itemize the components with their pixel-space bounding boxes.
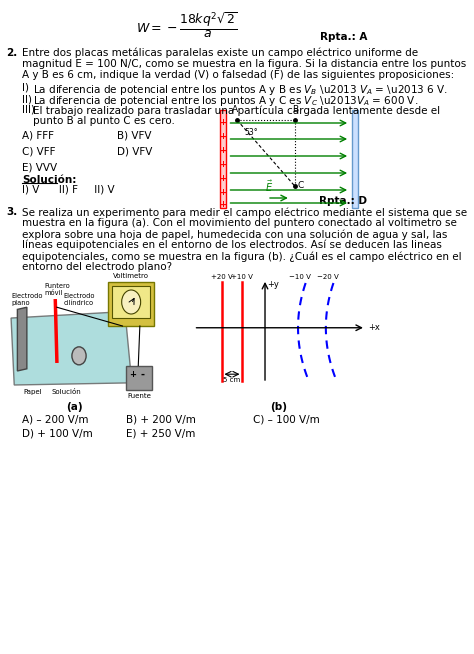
Text: +: + — [219, 132, 226, 141]
Text: B) + 200 V/m: B) + 200 V/m — [127, 415, 196, 425]
Text: +: + — [219, 200, 226, 209]
Text: 3.: 3. — [6, 207, 18, 217]
Bar — [108, 282, 154, 326]
Text: Fuente: Fuente — [127, 392, 151, 398]
Text: Electrodo
cilíndrico: Electrodo cilíndrico — [63, 293, 95, 306]
Text: -: - — [141, 370, 145, 379]
Text: −20 V: −20 V — [317, 274, 338, 280]
Text: Rpta.: D: Rpta.: D — [319, 196, 367, 206]
Text: II): II) — [22, 94, 32, 104]
Text: magnitud E = 100 N/C, como se muestra en la figura. Si la distancia entre los pu: magnitud E = 100 N/C, como se muestra en… — [22, 59, 466, 69]
Text: (b): (b) — [271, 402, 287, 412]
Text: equipotenciales, como se muestra en la figura (b). ¿Cuál es el campo eléctrico e: equipotenciales, como se muestra en la f… — [22, 251, 462, 262]
Text: D) + 100 V/m: D) + 100 V/m — [22, 429, 93, 439]
Text: −10 V: −10 V — [289, 274, 310, 280]
Text: +10 V: +10 V — [231, 274, 253, 280]
Text: I) V      II) F     II) V: I) V II) F II) V — [22, 185, 115, 195]
Text: C: C — [297, 182, 303, 190]
Bar — [219, 110, 226, 208]
Text: I): I) — [22, 83, 29, 93]
Text: Papel: Papel — [24, 389, 43, 395]
Text: 53°: 53° — [244, 128, 258, 137]
Bar — [127, 366, 152, 390]
Text: líneas equipotenciales en el entorno de los electrodos. Así se deducen las linea: líneas equipotenciales en el entorno de … — [22, 240, 442, 250]
Text: +: + — [219, 118, 226, 127]
Text: +: + — [219, 188, 226, 197]
Text: A y B es 6 cm, indique la verdad (V) o falsedad (F) de las siguientes proposicio: A y B es 6 cm, indique la verdad (V) o f… — [22, 70, 455, 80]
Text: Entre dos placas metálicas paralelas existe un campo eléctrico uniforme de: Entre dos placas metálicas paralelas exi… — [22, 48, 418, 58]
Text: El trabajo realizado para trasladar una partícula cargada lentamente desde el: El trabajo realizado para trasladar una … — [33, 105, 440, 116]
Bar — [352, 110, 358, 208]
Circle shape — [72, 347, 86, 365]
Text: entorno del electrodo plano?: entorno del electrodo plano? — [22, 262, 172, 272]
Text: III): III) — [22, 105, 35, 115]
Text: E) + 250 V/m: E) + 250 V/m — [127, 429, 196, 439]
Text: A: A — [232, 105, 238, 114]
Text: Solución: Solución — [52, 389, 81, 395]
Text: B) VFV: B) VFV — [117, 130, 151, 140]
Text: Puntero
móvil: Puntero móvil — [44, 283, 70, 296]
Text: C) – 100 V/m: C) – 100 V/m — [253, 415, 319, 425]
Polygon shape — [18, 307, 27, 371]
Text: D) VFV: D) VFV — [117, 146, 152, 156]
Text: +y: +y — [267, 280, 279, 289]
Text: (a): (a) — [66, 402, 82, 412]
Text: muestra en la figura (a). Con el movimiento del puntero conectado al voltimetro : muestra en la figura (a). Con el movimie… — [22, 218, 457, 228]
Bar — [112, 286, 150, 318]
Text: $\vec{E}$: $\vec{E}$ — [265, 179, 273, 194]
Text: B: B — [292, 105, 298, 114]
Text: Voltimetro: Voltimetro — [113, 273, 149, 279]
Text: Solución:: Solución: — [22, 175, 76, 185]
Text: +: + — [219, 174, 226, 183]
Text: E) VVV: E) VVV — [22, 162, 57, 172]
Text: Rpta.: A: Rpta.: A — [320, 32, 367, 42]
Text: punto B al punto C es cero.: punto B al punto C es cero. — [33, 116, 175, 126]
Text: +x: +x — [368, 323, 380, 332]
Circle shape — [122, 290, 141, 314]
Text: C) VFF: C) VFF — [22, 146, 55, 156]
Text: 2.: 2. — [6, 48, 18, 58]
Text: +: + — [129, 370, 136, 379]
Text: $W = -\dfrac{18kq^2\sqrt{2}}{a}$: $W = -\dfrac{18kq^2\sqrt{2}}{a}$ — [137, 10, 238, 40]
Text: Se realiza un experimento para medir el campo eléctrico mediante el sistema que : Se realiza un experimento para medir el … — [22, 207, 467, 218]
Text: La diferencia de potencial entre los puntos A y B es $V_B$ \u2013 $V_A$ = \u2013: La diferencia de potencial entre los pun… — [33, 83, 448, 97]
Text: +20 V: +20 V — [210, 274, 232, 280]
Text: La diferencia de potencial entre los puntos A y C es $V_C$ \u2013$V_A$ = 600 V.: La diferencia de potencial entre los pun… — [33, 94, 419, 108]
Text: A) FFF: A) FFF — [22, 130, 54, 140]
Text: +: + — [219, 160, 226, 169]
Polygon shape — [11, 311, 132, 385]
Text: A) – 200 V/m: A) – 200 V/m — [22, 415, 89, 425]
Text: +: + — [219, 146, 226, 155]
Text: explora sobre una hoja de papel, humedecida con una solución de agua y sal, las: explora sobre una hoja de papel, humedec… — [22, 229, 447, 239]
Text: Electrodo
plano: Electrodo plano — [11, 293, 43, 306]
Text: 5 cm: 5 cm — [223, 377, 241, 383]
